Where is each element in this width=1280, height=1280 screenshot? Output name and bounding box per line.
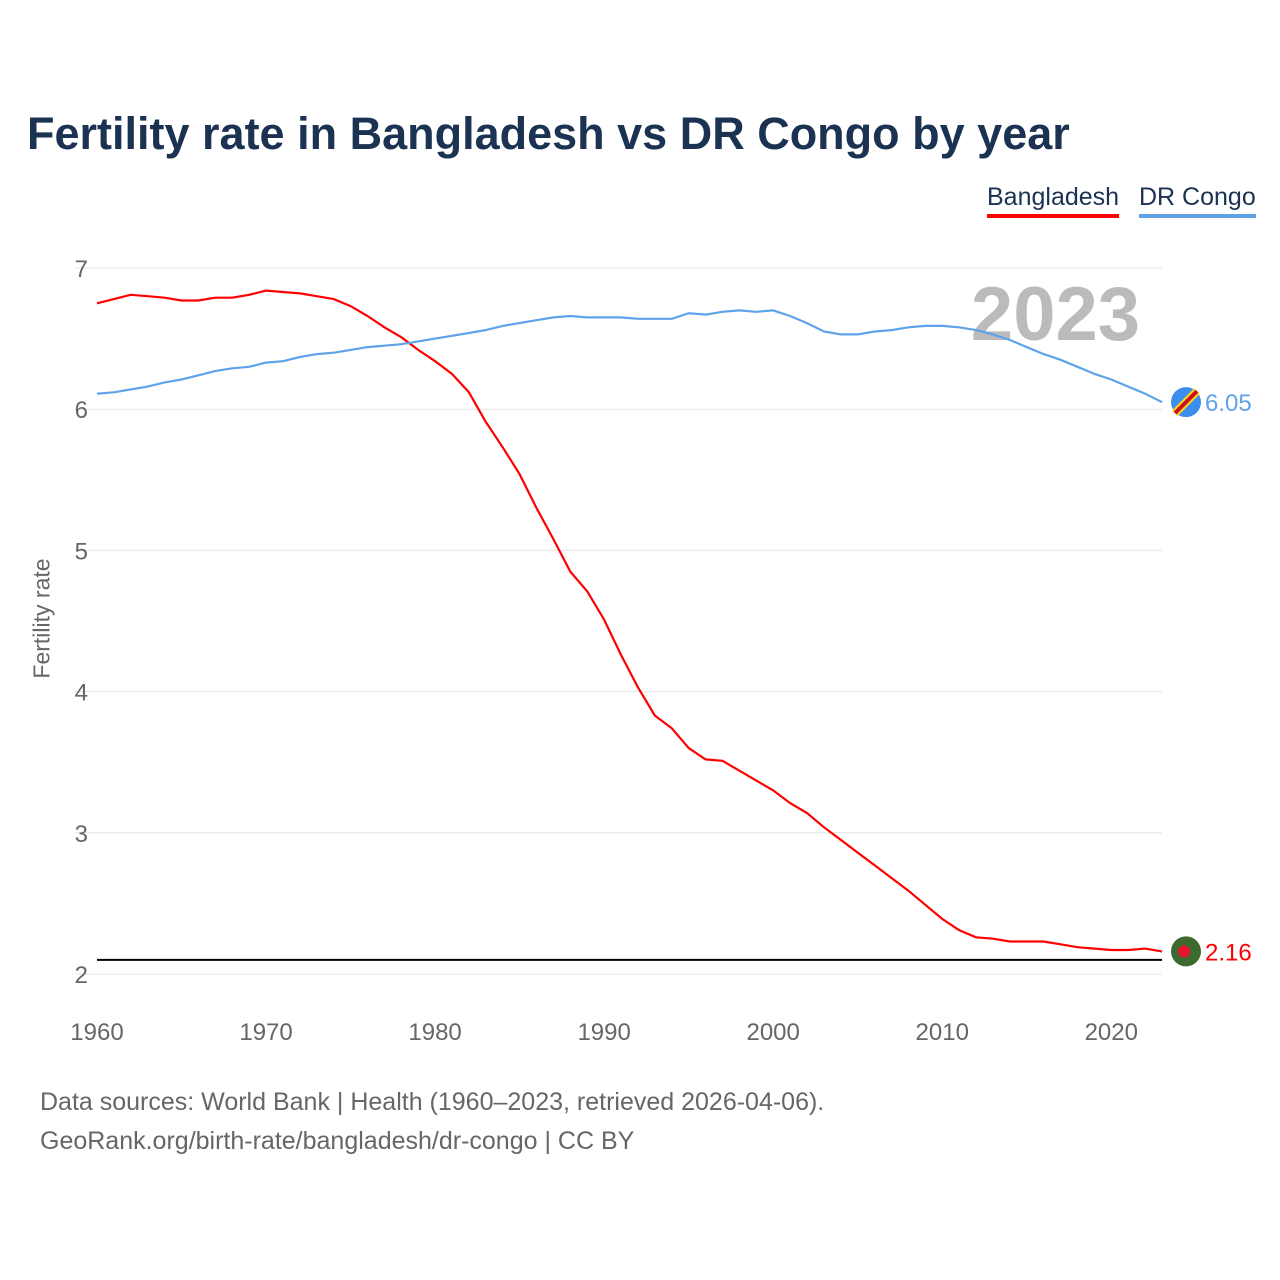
chart-title: Fertility rate in Bangladesh vs DR Congo… <box>27 108 1070 159</box>
y-tick-label: 4 <box>75 680 88 707</box>
y-tick-label: 7 <box>75 256 88 283</box>
legend-bangladesh[interactable]: Bangladesh <box>987 183 1120 218</box>
source-note: Data sources: World Bank | Health (1960–… <box>40 1088 825 1116</box>
x-tick-label: 2000 <box>746 1019 799 1046</box>
year-watermark: 2023 <box>971 272 1140 357</box>
y-tick-label: 6 <box>75 397 88 424</box>
x-tick-label: 1980 <box>408 1019 461 1046</box>
y-tick-label: 3 <box>75 821 88 848</box>
y-tick-label: 2 <box>75 962 88 989</box>
end-value-label-dr-congo: 6.05 <box>1205 390 1252 417</box>
flag-disc <box>1178 945 1190 958</box>
series-line-dr-congo <box>96 309 1163 404</box>
x-tick-label: 2010 <box>916 1019 969 1046</box>
end-value-label-bangladesh: 2.16 <box>1205 939 1252 966</box>
x-tick-label: 1970 <box>239 1019 292 1046</box>
x-tick-label: 2020 <box>1085 1019 1138 1046</box>
y-tick-label: 5 <box>75 538 88 565</box>
source-link[interactable]: GeoRank.org/birth-rate/bangladesh/dr-con… <box>40 1127 635 1155</box>
flag-stripe-red <box>1173 389 1199 415</box>
x-tick-label: 1960 <box>70 1019 123 1046</box>
x-tick-label: 1990 <box>577 1019 630 1046</box>
y-axis-label: Fertility rate <box>28 558 55 679</box>
legend-dr-congo[interactable]: DR Congo <box>1139 183 1256 218</box>
series-line-bangladesh <box>96 289 1163 953</box>
